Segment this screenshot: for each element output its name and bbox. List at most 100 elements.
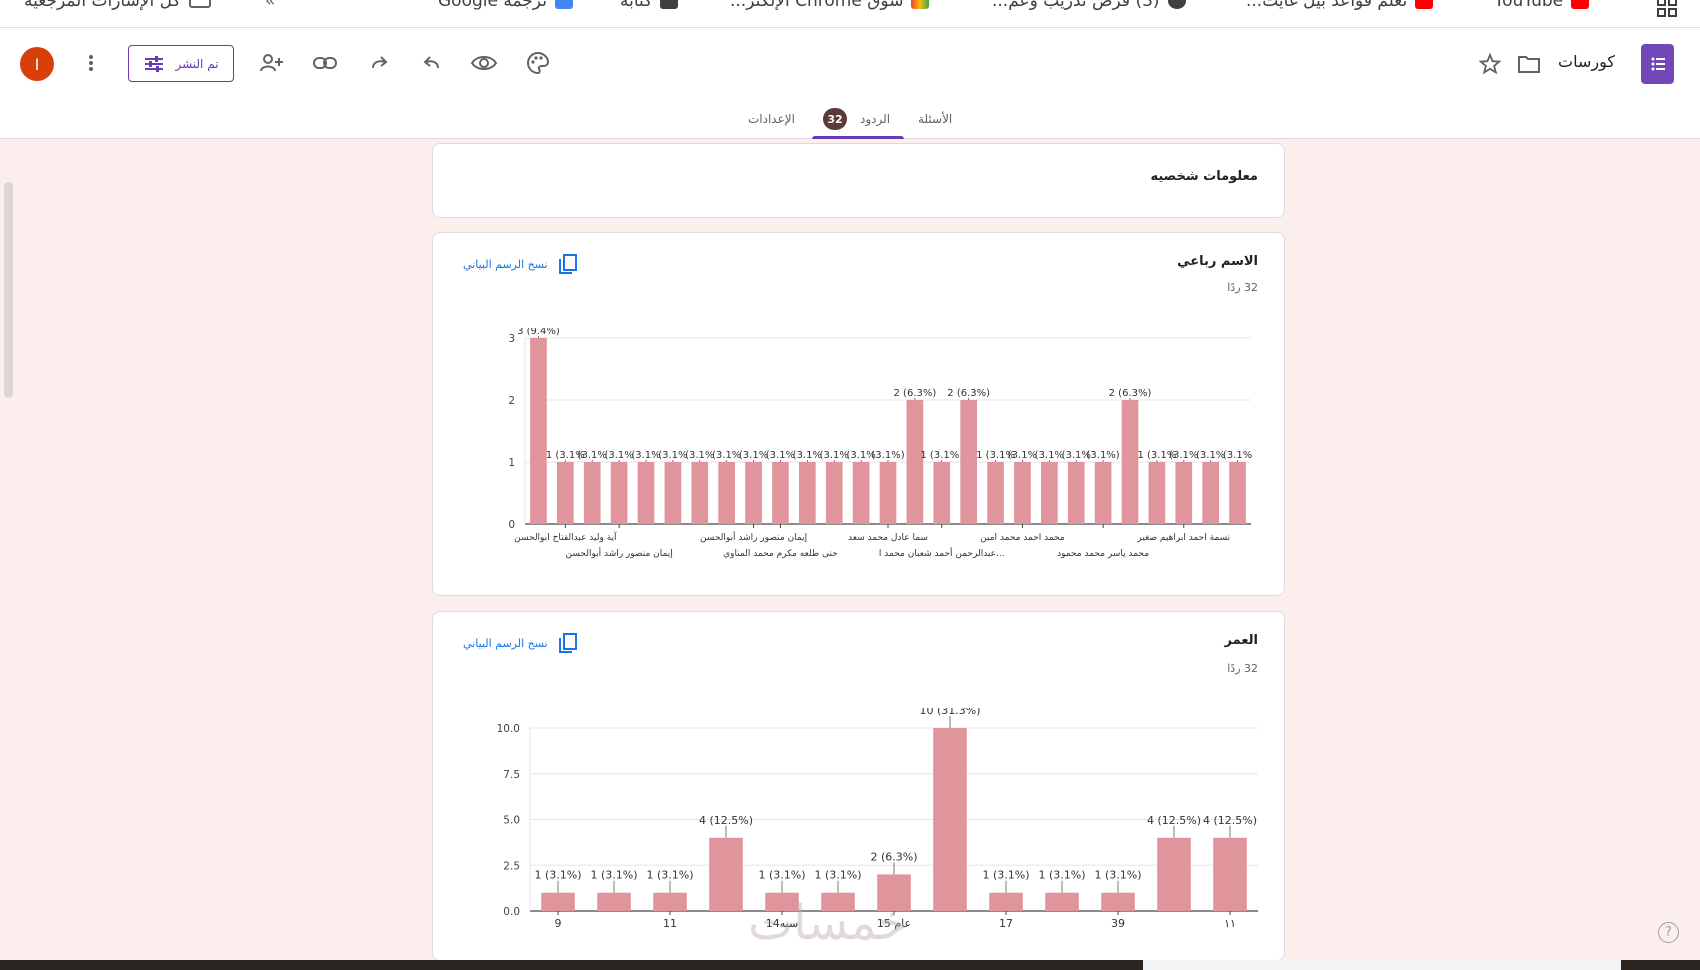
bookmark-label: تعلم قواعد بيل غايت... xyxy=(1246,0,1408,11)
x-tick-label: محمد ياسر محمد محمود xyxy=(1057,549,1149,559)
chart-bar xyxy=(765,892,799,911)
chart-bar xyxy=(1202,462,1220,524)
chart-bar xyxy=(664,462,682,524)
x-tick-label: عبدالرحمن أحمد شعبان محمد ا... xyxy=(879,547,1005,559)
copy-chart-button[interactable]: نسخ الرسم البياني xyxy=(463,632,578,654)
chart-bar xyxy=(772,462,789,524)
bookmark-label: سوق Chrome الإلكتر... xyxy=(730,0,904,11)
x-tick-label: إيمان منصور راشد أبوالحسن xyxy=(566,547,673,559)
bookmark-bill-gates[interactable]: تعلم قواعد بيل غايت... xyxy=(1246,0,1434,11)
chart-bar xyxy=(745,462,762,524)
chart-bar xyxy=(1121,400,1139,524)
redo-icon[interactable] xyxy=(364,48,394,78)
data-label: (3.1% xyxy=(1169,450,1198,461)
y-tick-label: 0 xyxy=(508,519,515,531)
data-label: 2 (6.3%) xyxy=(870,850,917,863)
chart-bar xyxy=(933,728,967,911)
x-tick-label: نسمة احمد ابراهيم صغير xyxy=(1136,533,1230,543)
account-avatar[interactable]: I xyxy=(20,47,54,81)
bookmark-label: YouTube xyxy=(1494,0,1564,11)
chart-bar xyxy=(583,462,601,524)
chart-bar xyxy=(637,462,655,524)
add-collaborator-icon[interactable] xyxy=(257,48,287,78)
chart-bar xyxy=(1175,462,1193,524)
bookmark-youtube[interactable]: YouTube xyxy=(1494,0,1590,11)
data-label: (3.1% xyxy=(578,450,607,461)
form-tabs: الإعدادات 32 الردود الأسئلة xyxy=(0,100,1700,139)
age-bar-chart: 0.0 2.5 5.0 7.5 10.0 1 (3.1%) 1 (3.1%) 1 (3.1%)… xyxy=(497,708,1258,930)
data-label: 1 (3.1%) xyxy=(814,869,861,882)
x-tick-label: 39 xyxy=(1111,917,1125,930)
chart-bar xyxy=(1094,462,1112,524)
google-forms-logo-icon[interactable] xyxy=(1641,44,1674,84)
data-label: 1 (3.1% xyxy=(546,450,585,461)
chart-bar xyxy=(530,338,547,524)
bookmark-all[interactable]: كل الإشارات المرجعية xyxy=(24,0,211,11)
data-label: 2 (6.3%) xyxy=(1109,388,1152,399)
chart-bar xyxy=(718,462,736,524)
google-translate-icon xyxy=(554,0,573,9)
copy-chart-button[interactable]: نسخ الرسم البياني xyxy=(463,253,578,275)
y-tick-label: 10.0 xyxy=(497,723,520,735)
copy-icon xyxy=(558,254,577,274)
data-label: (3.1% xyxy=(1008,450,1037,461)
chart-bar xyxy=(709,837,743,911)
chart-bar xyxy=(825,462,843,524)
form-title[interactable]: كورسات xyxy=(1558,52,1615,71)
tab-responses[interactable]: الردود xyxy=(860,112,891,126)
y-tick-label: 2 xyxy=(508,395,515,407)
x-tick-label: 17 xyxy=(999,917,1013,930)
x-tick-label: ١١ xyxy=(1224,917,1236,930)
bookmark-writing[interactable]: كتابة xyxy=(620,0,679,11)
undo-icon[interactable] xyxy=(417,48,447,78)
palette-icon[interactable] xyxy=(523,48,553,78)
data-label: 1 (3.1%) xyxy=(1038,869,1085,882)
chart-bar xyxy=(653,892,687,911)
move-folder-icon[interactable] xyxy=(1514,49,1544,79)
data-label: 1 (3.1%) xyxy=(1094,869,1141,882)
chart-bar xyxy=(1148,462,1166,524)
chart-bar xyxy=(1229,462,1246,524)
link-icon[interactable] xyxy=(310,48,340,78)
x-tick-label: 15 عام xyxy=(877,917,911,930)
bookmark-translate[interactable]: ترجمة Google xyxy=(438,0,573,11)
youtube-icon xyxy=(1415,0,1434,9)
chart-bar xyxy=(987,462,1004,524)
data-label: 1 (3.1%) xyxy=(646,869,693,882)
x-tick-label: محمد احمد محمد امين xyxy=(980,533,1065,543)
y-tick-label: 1 xyxy=(508,457,515,469)
data-label: 2 (6.3%) xyxy=(947,388,990,399)
folder-icon xyxy=(188,0,211,8)
tune-icon xyxy=(145,55,164,72)
data-label: (3.1% xyxy=(604,450,633,461)
preview-eye-icon[interactable] xyxy=(469,48,499,78)
data-label: 1 (3.1%) xyxy=(982,869,1029,882)
bookmark-chrome-store[interactable]: سوق Chrome الإلكتر... xyxy=(730,0,930,11)
tab-questions[interactable]: الأسئلة xyxy=(918,112,953,126)
data-label: (3.1% xyxy=(820,450,849,461)
more-bookmarks-icon[interactable]: » xyxy=(265,0,276,11)
copy-icon xyxy=(558,633,577,653)
watermark: خمسات xyxy=(748,895,909,951)
bookmark-label: ترجمة Google xyxy=(438,0,547,11)
more-vert-icon[interactable] xyxy=(76,48,106,78)
data-label: 4 (12.5%) xyxy=(1147,814,1201,827)
x-tick-label: إيمان منصور راشد أبوالحسن xyxy=(700,531,807,543)
bookmark-training[interactable]: (3) فرص تدريب وعم... xyxy=(992,0,1186,11)
data-label: 1 (3.1%) xyxy=(590,869,637,882)
tab-settings[interactable]: الإعدادات xyxy=(748,112,795,126)
apps-grid-icon[interactable] xyxy=(1656,0,1678,18)
bookmark-label: كتابة xyxy=(620,0,653,11)
data-label: (3.1% xyxy=(739,450,768,461)
help-icon[interactable]: ? xyxy=(1658,922,1679,943)
chart-bar xyxy=(798,462,816,524)
page-scrollbar[interactable] xyxy=(4,182,13,398)
star-icon[interactable] xyxy=(1475,49,1505,79)
x-tick-label: سما عادل محمد سعد xyxy=(848,533,928,543)
data-label: (3.1% xyxy=(1062,450,1091,461)
published-button[interactable]: تم النشر xyxy=(128,45,234,82)
chart-bar xyxy=(1213,837,1247,911)
responses-count-badge: 32 xyxy=(823,108,847,130)
forms-header: I تم النشر كورسات xyxy=(0,28,1700,139)
section-header-card: معلومات شخصيه xyxy=(432,143,1285,218)
